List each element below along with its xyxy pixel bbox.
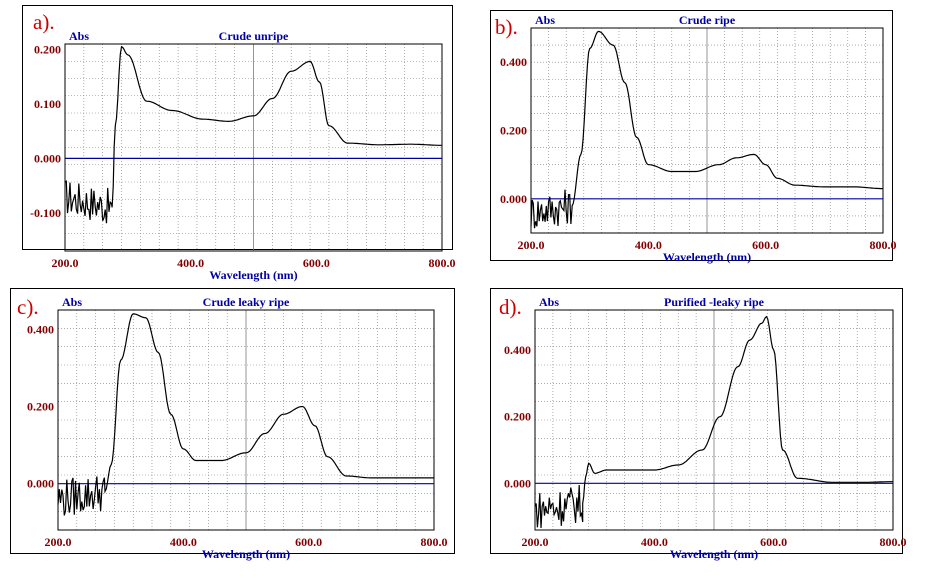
x-axis-label: Wavelength (nm)	[663, 250, 751, 264]
y-tick-label: 0.100	[34, 97, 61, 111]
x-tick-label: 400.0	[170, 535, 197, 549]
absorbance-curve	[530, 30, 883, 229]
plot-frame	[534, 309, 894, 531]
x-tick-label: 600.0	[303, 256, 330, 270]
y-tick-label: 0.000	[500, 192, 527, 206]
chart-title: Crude leaky ripe	[203, 295, 290, 309]
panel-d: d). Abs Purified -leaky ripe 0.400 0.200 0.0…	[490, 288, 907, 561]
y-tick-label: 0.000	[504, 476, 531, 490]
panel-label: a).	[33, 10, 55, 34]
x-tick-label: 400.0	[635, 238, 662, 252]
y-tick-label: 0.400	[500, 55, 527, 69]
x-tick-label: 800.0	[429, 256, 456, 270]
panel-b: b). Abs Crude ripe 0.400 0.200 0.000 200.0 400…	[490, 10, 897, 264]
x-tick-label: 800.0	[421, 535, 448, 549]
x-tick-label: 200.0	[52, 256, 79, 270]
y-axis-label: Abs	[535, 13, 555, 27]
panel-c: c). Abs Crude leaky ripe 0.400 0.200 0.000 20…	[10, 288, 455, 561]
panel-label: c).	[17, 295, 39, 319]
y-tick-label: 0.400	[27, 322, 54, 336]
y-axis-label: Abs	[539, 295, 559, 309]
x-tick-label: 200.0	[45, 535, 72, 549]
x-tick-label: 600.0	[752, 238, 779, 252]
y-tick-label: 0.200	[27, 399, 54, 413]
x-tick-label: 800.0	[870, 238, 897, 252]
panel-a: a). Abs Crude unripe 0.200 0.100 0.000 -0.100…	[22, 5, 456, 282]
absorbance-curve	[64, 45, 442, 224]
x-axis-label: Wavelength (nm)	[202, 547, 290, 561]
x-tick-label: 600.0	[760, 535, 787, 549]
y-tick-label: 0.000	[34, 151, 61, 165]
y-tick-label: 0.200	[500, 124, 527, 138]
x-tick-label: 200.0	[522, 535, 549, 549]
chart-c: Abs Crude leaky ripe 0.400 0.200 0.000 200.0 4…	[27, 295, 448, 561]
y-tick-label: -0.100	[30, 206, 61, 220]
chart-d: Abs Purified -leaky ripe 0.400 0.200 0.000 20…	[504, 295, 907, 561]
panel-label: b).	[495, 15, 518, 39]
absorbance-curve	[57, 313, 434, 516]
x-tick-label: 400.0	[177, 256, 204, 270]
chart-title: Crude unripe	[219, 29, 289, 43]
y-tick-label: 0.400	[504, 343, 531, 357]
chart-title: Purified -leaky ripe	[664, 295, 765, 309]
x-axis-label: Wavelength (nm)	[670, 547, 758, 561]
y-tick-label: 0.200	[504, 410, 531, 424]
chart-b: Abs Crude ripe 0.400 0.200 0.000 200.0 400.0 60…	[500, 13, 897, 264]
y-axis-label: Abs	[69, 29, 89, 43]
x-tick-label: 400.0	[641, 535, 668, 549]
plot-frame	[530, 27, 884, 234]
panel-label: d).	[499, 295, 522, 319]
chart-a: Abs Crude unripe 0.200 0.100 0.000 -0.100 200.…	[30, 29, 456, 282]
x-tick-label: 800.0	[880, 535, 907, 549]
y-tick-label: 0.000	[27, 477, 54, 491]
x-tick-label: 200.0	[518, 238, 545, 252]
absorbance-curve	[534, 315, 893, 529]
plot-frame	[57, 309, 435, 531]
x-tick-label: 600.0	[295, 535, 322, 549]
y-axis-label: Abs	[62, 295, 82, 309]
y-tick-label: 0.200	[34, 42, 61, 56]
plot-frame	[64, 43, 443, 252]
chart-title: Crude ripe	[679, 13, 736, 27]
x-axis-label: Wavelength (nm)	[209, 268, 297, 282]
